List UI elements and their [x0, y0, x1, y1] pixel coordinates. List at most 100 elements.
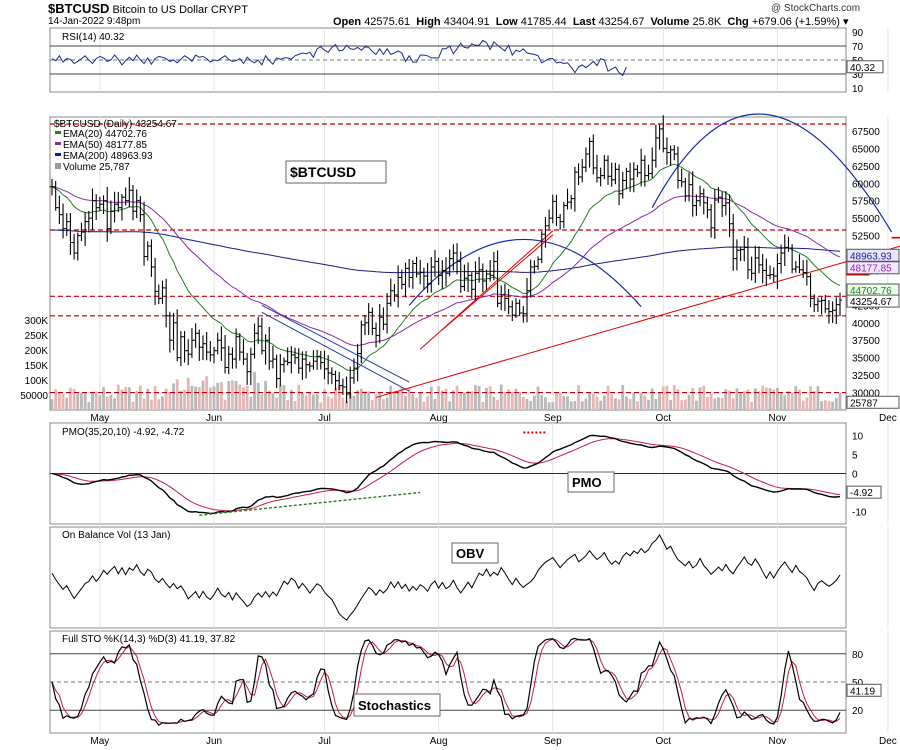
- volume-bar: [150, 399, 153, 410]
- volume-bar: [661, 386, 665, 410]
- volume-bar: [518, 391, 522, 410]
- volume-bar: [363, 391, 367, 410]
- volume-bar: [164, 388, 168, 410]
- month-label: Oct: [655, 413, 671, 424]
- ema50-swatch: [55, 142, 61, 145]
- volume-bar: [146, 388, 150, 410]
- volume-bar: [680, 400, 684, 410]
- volume-bar: [300, 392, 304, 410]
- last-price-badge: [846, 294, 900, 308]
- volume-bar: [415, 397, 418, 410]
- volume-bar: [65, 397, 69, 410]
- volume-bar: [282, 385, 286, 410]
- bottom-month-label: Aug: [430, 736, 448, 747]
- volume-bar: [105, 396, 109, 410]
- volume-bar: [223, 399, 227, 410]
- volume-bar: [739, 393, 742, 410]
- volume-bar: [102, 387, 105, 410]
- rsi-label: RSI(14) 40.32: [62, 32, 125, 43]
- volume-bar: [717, 397, 720, 410]
- volume-bar: [728, 390, 731, 410]
- volume-bar: [326, 396, 330, 410]
- volume-bar: [429, 386, 433, 410]
- month-label: Nov: [769, 413, 787, 424]
- volume-bar: [787, 391, 790, 410]
- volume-bar: [621, 384, 625, 410]
- volume-bar: [562, 396, 566, 410]
- ema20-swatch: [55, 131, 61, 134]
- volume-bar: [370, 400, 374, 410]
- volume-bar: [510, 391, 514, 410]
- volume-bar: [172, 383, 175, 410]
- volume-bar: [278, 385, 282, 410]
- volume-bar: [275, 397, 279, 410]
- price-tick-label: 57500: [852, 197, 880, 208]
- volume-bar: [794, 386, 798, 410]
- volume-bar: [485, 387, 488, 410]
- volume-bar: [345, 400, 348, 410]
- volume-bar: [558, 393, 562, 410]
- volume-bar: [470, 391, 474, 410]
- volume-bar: [256, 382, 260, 410]
- volume-bar: [175, 379, 179, 410]
- pmo-tick-label: 0: [852, 470, 858, 481]
- chg-label: Chg: [727, 16, 749, 28]
- volume-bar: [216, 382, 220, 410]
- volume-bar: [477, 386, 481, 410]
- volume-bar: [127, 387, 131, 410]
- volume-bar: [599, 400, 603, 410]
- dropdown-arrow-icon[interactable]: ▾: [842, 16, 849, 28]
- volume-bar: [404, 396, 407, 410]
- volume-tick-label: 250K: [25, 331, 49, 342]
- volume-bar: [113, 398, 116, 410]
- volume-bar: [801, 400, 805, 410]
- volume-bar: [352, 395, 356, 410]
- volume-bar: [547, 402, 551, 410]
- volume-bar: [613, 398, 617, 410]
- volume-bar: [676, 389, 680, 410]
- volume-bar: [776, 388, 779, 410]
- volume-bar: [208, 387, 212, 410]
- sto-d-line: [51, 638, 841, 725]
- volume-bar: [83, 393, 87, 410]
- last-label: Last: [572, 16, 596, 28]
- price-tick-label: 65000: [852, 144, 880, 155]
- pmo-label: PMO(35,20,10) -4.92, -4.72: [62, 427, 185, 438]
- volume-bar: [499, 384, 503, 410]
- sto-tick-label: 80: [852, 650, 864, 661]
- volume-bar: [138, 385, 142, 410]
- volume-bar: [602, 395, 606, 410]
- volume-bar: [831, 401, 835, 410]
- volume-bar: [197, 387, 201, 410]
- volume-badge: [846, 395, 900, 409]
- month-label: Jul: [318, 413, 331, 424]
- rounded-top-arc: [651, 113, 893, 233]
- volume-bar: [109, 394, 113, 410]
- volume-bar: [393, 391, 396, 410]
- obv-label: On Balance Vol (13 Jan): [62, 530, 170, 541]
- volume-bar: [610, 394, 614, 410]
- volume-bar: [809, 386, 812, 410]
- price-tick-label: 32500: [852, 371, 880, 382]
- rsi-value-badge: [846, 60, 884, 74]
- volume-bar: [551, 402, 555, 410]
- volume-bar: [168, 391, 172, 410]
- volume-bar: [507, 389, 510, 410]
- volume-bar: [827, 401, 831, 410]
- volume-bar: [772, 389, 776, 410]
- volume-bar: [286, 399, 290, 410]
- sto-value-badge-text: 41.19: [850, 686, 875, 697]
- volume-bar: [312, 394, 315, 410]
- chg-value: +679.06 (+1.59%): [751, 16, 840, 28]
- sto-label: Full STO %K(14,3) %D(3) 41.19, 37.82: [62, 634, 236, 645]
- exchange: CRYPT: [210, 4, 248, 16]
- month-label: Dec: [879, 413, 897, 424]
- price-tick-label: 30000: [852, 389, 880, 400]
- volume-bar: [120, 389, 124, 410]
- volume-bar: [569, 401, 573, 410]
- ema200-badge-text: 48963.93: [850, 251, 892, 262]
- sto-tick-label: 20: [852, 706, 864, 717]
- volume-bar: [378, 392, 382, 410]
